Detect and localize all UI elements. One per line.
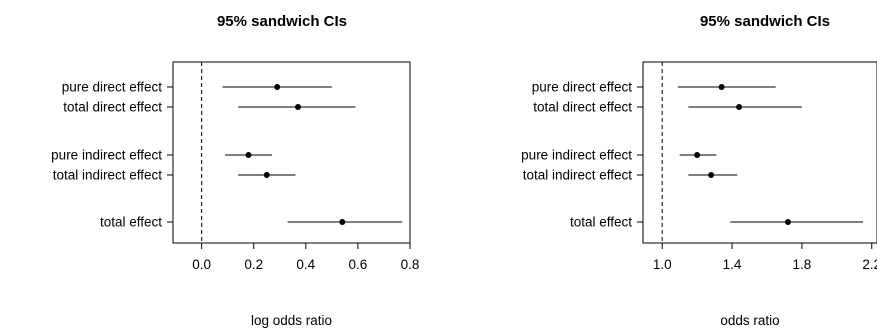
point-estimate (694, 152, 701, 158)
point-estimate (263, 172, 270, 178)
point-estimate (274, 84, 281, 90)
row-label: total indirect effect (523, 168, 633, 183)
row-label: total indirect effect (53, 168, 163, 183)
point-estimate (736, 104, 743, 110)
x-tick-label: 0.2 (244, 257, 263, 272)
row-label: pure direct effect (532, 80, 633, 95)
row-label: total direct effect (63, 100, 162, 115)
point-estimate (708, 172, 715, 178)
plot-frame (172, 61, 411, 244)
row-label: total effect (100, 215, 162, 230)
row-label: total effect (570, 215, 632, 230)
point-estimate (295, 104, 302, 110)
row-label: pure direct effect (62, 80, 163, 95)
x-tick-label: 1.8 (793, 257, 812, 272)
point-estimate (245, 152, 252, 158)
x-axis-label: odds ratio (720, 313, 779, 328)
x-tick-label: 0.8 (401, 257, 420, 272)
chart-title: 95% sandwich CIs (700, 13, 830, 30)
x-tick-label: 0.4 (296, 257, 315, 272)
x-tick-label: 1.0 (653, 257, 672, 272)
point-estimate (339, 219, 346, 225)
chart-title: 95% sandwich CIs (217, 13, 347, 30)
row-label: total direct effect (533, 100, 632, 115)
row-label: pure indirect effect (51, 148, 162, 163)
plot-frame (642, 61, 877, 244)
point-estimate (718, 84, 725, 90)
chart-panel-2: 95% sandwich CIs pure direct effect total … (521, 13, 877, 328)
x-tick-label: 1.4 (723, 257, 742, 272)
x-tick-label: 0.6 (349, 257, 368, 272)
x-axis-label: log odds ratio (251, 313, 332, 328)
x-tick-label: 0.0 (192, 257, 211, 272)
row-label: pure indirect effect (521, 148, 632, 163)
chart-panel-1: 95% sandwich CIs pure direct effect total … (51, 13, 419, 328)
x-tick-label: 2.2 (862, 257, 877, 272)
point-estimate (784, 219, 791, 225)
